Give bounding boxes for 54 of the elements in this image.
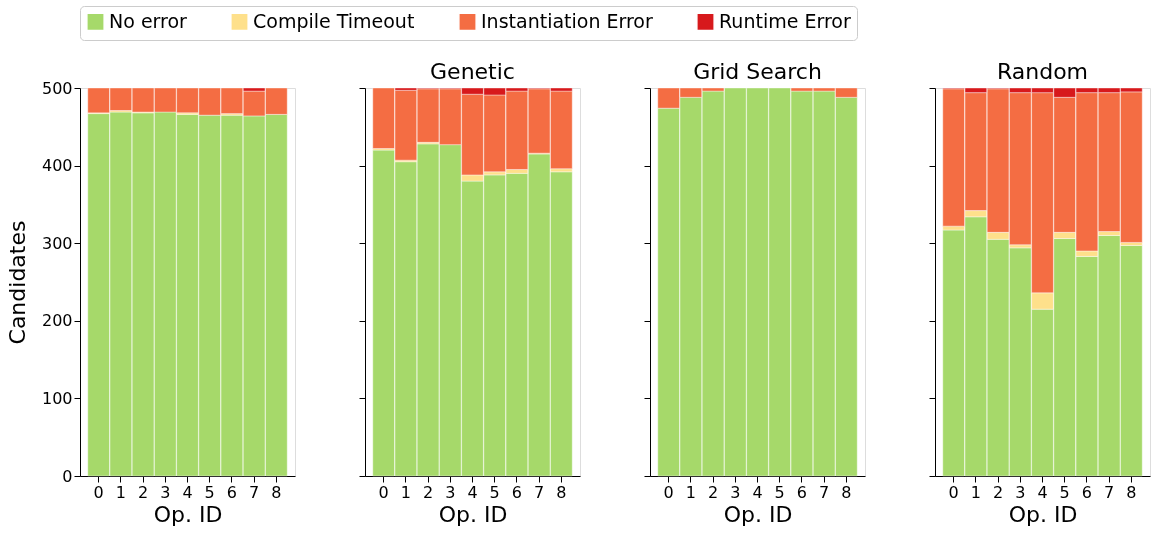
x-axis-title: Op. ID	[723, 501, 793, 527]
y-tick-label: 100	[41, 388, 73, 408]
y-tick-label: 400	[41, 156, 73, 176]
chart-title: Genetic	[430, 58, 515, 84]
x-tick-label: 1	[115, 482, 126, 502]
x-tick-label: 8	[841, 482, 852, 502]
x-tick-label: 7	[1104, 482, 1115, 502]
x-tick-label: 0	[948, 482, 959, 502]
legend-label: Compile Timeout	[253, 9, 415, 32]
x-tick-label: 2	[707, 482, 719, 502]
x-tick-label: 4	[1037, 482, 1048, 502]
x-tick-label: 5	[1059, 482, 1070, 502]
x-axis-title: Op. ID	[1008, 501, 1078, 527]
x-tick-label: 4	[182, 482, 193, 502]
x-tick-label: 0	[663, 482, 674, 502]
y-tick-label: 0	[62, 466, 73, 486]
x-tick-label: 8	[556, 482, 567, 502]
x-tick-label: 6	[796, 482, 808, 502]
legend-label: Runtime Error	[719, 9, 851, 32]
x-tick-label: 2	[992, 482, 1004, 502]
x-tick-label: 3	[730, 482, 741, 502]
chart-title: Grid Search	[693, 58, 822, 84]
chart-title: Random	[996, 58, 1089, 84]
legend-label: Instantiation Error	[481, 9, 653, 32]
x-tick-label: 5	[489, 482, 500, 502]
y-tick-label: 300	[41, 233, 73, 253]
x-tick-label: 6	[511, 482, 523, 502]
x-tick-label: 1	[685, 482, 696, 502]
x-tick-label: 0	[93, 482, 104, 502]
x-tick-label: 2	[422, 482, 434, 502]
x-axis-title: Op. ID	[438, 501, 508, 527]
legend-label: No error	[109, 9, 188, 32]
x-tick-label: 7	[819, 482, 830, 502]
x-tick-label: 4	[752, 482, 763, 502]
x-axis-title: Op. ID	[153, 501, 223, 527]
x-tick-label: 7	[534, 482, 545, 502]
x-tick-label: 7	[249, 482, 260, 502]
x-tick-label: 1	[970, 482, 981, 502]
x-tick-label: 6	[1081, 482, 1093, 502]
x-tick-label: 5	[204, 482, 215, 502]
y-tick-label: 200	[41, 311, 73, 331]
x-tick-label: 0	[378, 482, 389, 502]
x-tick-label: 8	[271, 482, 282, 502]
y-axis-title: Candidates	[4, 220, 30, 345]
x-tick-label: 6	[226, 482, 238, 502]
x-tick-label: 8	[1126, 482, 1137, 502]
x-tick-label: 2	[137, 482, 149, 502]
x-tick-label: 3	[1015, 482, 1026, 502]
x-tick-label: 4	[467, 482, 478, 502]
x-tick-label: 3	[160, 482, 171, 502]
y-tick-label: 500	[41, 78, 73, 98]
x-tick-label: 3	[445, 482, 456, 502]
x-tick-label: 5	[774, 482, 785, 502]
x-tick-label: 1	[400, 482, 411, 502]
